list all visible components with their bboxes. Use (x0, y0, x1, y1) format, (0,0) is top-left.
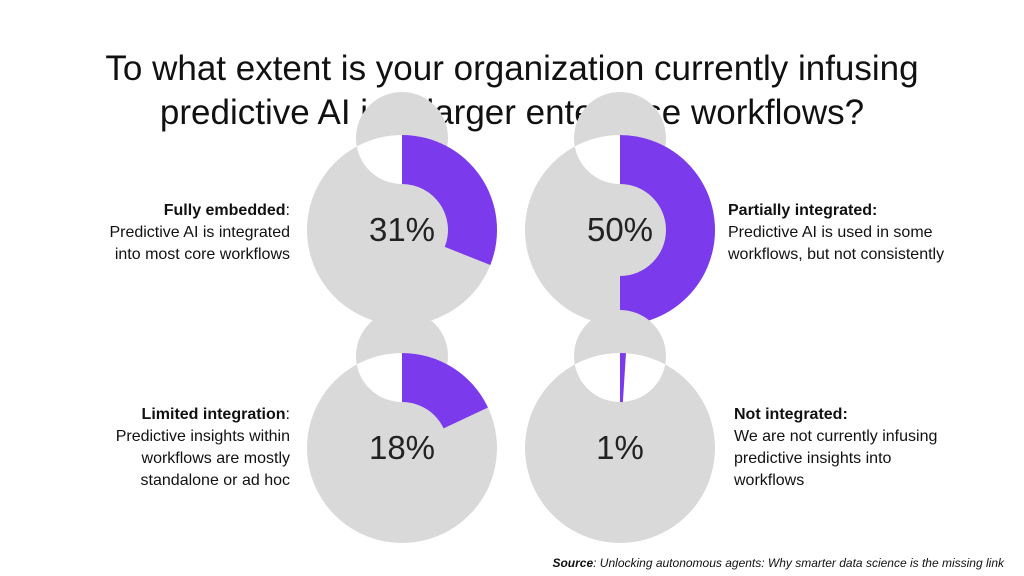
label-fully-embedded-colon: : (285, 202, 290, 219)
donut-not-integrated: 1% (524, 310, 715, 543)
label-limited-integration-desc-1: Predictive insights within (115, 428, 290, 445)
donut-fully-embedded-slice (402, 135, 497, 265)
label-not-integrated-desc-3: workflows (734, 472, 805, 489)
label-limited-integration-colon: : (285, 406, 290, 423)
donut-fully-embedded-value: 31% (368, 211, 436, 248)
label-fully-embedded-desc-2: into most core workflows (114, 246, 290, 263)
donut-limited-integration-svg (306, 310, 497, 543)
donut-partially-integrated-slice (620, 135, 715, 325)
label-fully-embedded: Fully embedded: Predictive AI is integra… (10, 200, 290, 266)
label-not-integrated: Not integrated: We are not currently inf… (734, 404, 1014, 492)
donut-not-integrated-svg (524, 310, 715, 543)
source-text: : Unlocking autonomous agents: Why smart… (593, 556, 1004, 570)
chart-title-line-1: To what extent is your organization curr… (105, 49, 919, 89)
label-fully-embedded-desc-1: Predictive AI is integrated (109, 224, 290, 241)
label-limited-integration-desc-2: workflows are mostly (141, 450, 290, 467)
label-partially-integrated: Partially integrated: Predictive AI is u… (728, 200, 1008, 266)
label-partially-integrated-desc-2: workflows, but not consistently (728, 246, 945, 263)
label-partially-integrated-heading: Partially integrated: (728, 202, 878, 219)
label-fully-embedded-heading: Fully embedded (163, 202, 286, 219)
label-not-integrated-desc-2: predictive insights into (734, 450, 892, 467)
donut-not-integrated-value: 1% (596, 429, 644, 466)
donut-not-integrated-slice (620, 353, 626, 403)
label-limited-integration-heading: Limited integration (141, 406, 286, 423)
donut-not-integrated-track (524, 310, 715, 543)
label-limited-integration: Limited integration: Predictive insights… (10, 404, 290, 492)
chart-title: To what extent is your organization curr… (0, 47, 1024, 135)
label-not-integrated-desc-1: We are not currently infusing (734, 428, 938, 445)
donut-fully-embedded: 31% (306, 92, 497, 325)
donut-partially-integrated: 50% (524, 92, 715, 325)
source-note: Source: Unlocking autonomous agents: Why… (552, 556, 1004, 570)
chart-title-line-2: predictive AI into larger enterprise wor… (159, 93, 865, 133)
donut-limited-integration-value: 18% (368, 429, 436, 466)
source-label: Source (552, 556, 594, 570)
label-limited-integration-desc-3: standalone or ad hoc (140, 472, 290, 489)
donut-partially-integrated-value: 50% (586, 211, 654, 248)
donut-limited-integration-slice (402, 353, 488, 429)
label-partially-integrated-desc-1: Predictive AI is used in some (728, 224, 933, 241)
donut-partially-integrated-svg (524, 92, 715, 325)
donut-fully-embedded-svg (306, 92, 497, 325)
donut-limited-integration: 18% (306, 310, 497, 543)
label-not-integrated-heading: Not integrated: (734, 406, 848, 423)
